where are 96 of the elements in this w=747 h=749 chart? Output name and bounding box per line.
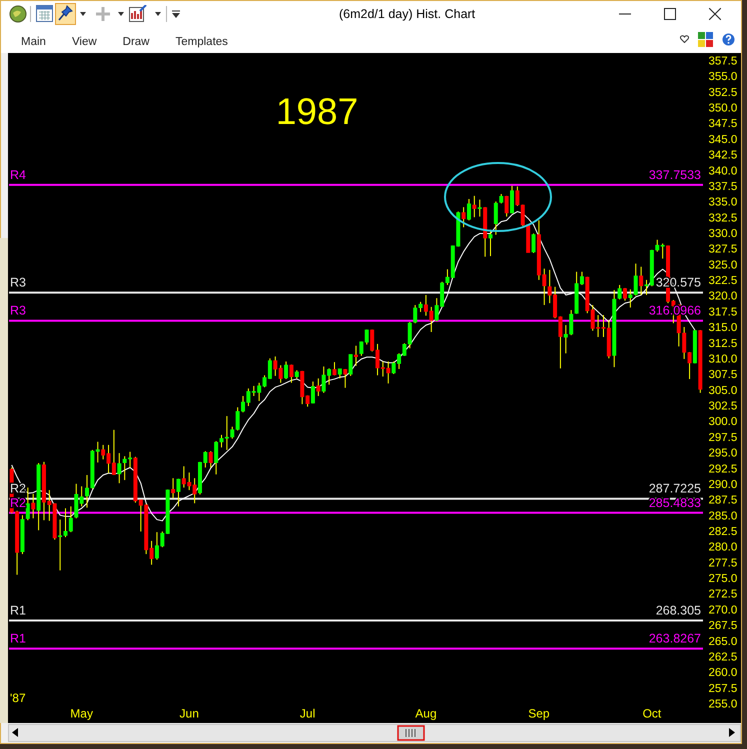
y-tick-label: 340.0 (708, 165, 738, 178)
y-tick-label: 305.0 (708, 384, 738, 397)
x-tick-label: Sep (528, 706, 550, 720)
ref-line-label: R1 (10, 604, 26, 618)
candlestick (354, 345, 358, 366)
candlestick (515, 186, 520, 206)
candlestick (117, 452, 122, 484)
y-tick-label: 307.5 (708, 369, 738, 382)
text: Templates (176, 36, 228, 48)
y-tick-label: 300.0 (708, 416, 738, 428)
candlestick (122, 456, 127, 481)
y-tick-label: 312.5 (708, 338, 738, 350)
annotation: 268.305 (656, 604, 702, 618)
y-tick-label: 280.0 (708, 542, 738, 554)
y-tick-label: 317.5 (708, 306, 738, 318)
ref-line-label: R4 (10, 168, 26, 182)
annotation: 287.7225 (648, 482, 702, 496)
y-tick-label: 320.0 (708, 290, 738, 303)
candlestick (639, 266, 644, 296)
candlestick (343, 368, 348, 388)
y-tick-label: 270.0 (708, 604, 738, 616)
candlestick (26, 487, 30, 521)
x-tick-label: May (70, 706, 93, 720)
annotation: 1987 (276, 91, 358, 132)
y-tick-label: 272.5 (708, 588, 738, 601)
candlestick (31, 493, 36, 519)
ref-line-label: R3 (10, 276, 26, 290)
y-tick-label: 277.5 (708, 557, 738, 570)
y-tick-label: 287.5 (708, 494, 738, 507)
candlestick (310, 381, 315, 404)
y-tick-label: 292.5 (708, 463, 738, 476)
candlestick (618, 284, 622, 300)
candlestick (289, 364, 294, 384)
candlestick (348, 354, 353, 376)
candlestick (504, 195, 509, 218)
y-tick-label: 265.0 (708, 636, 738, 648)
candlestick (176, 478, 180, 507)
y-tick-label: 345.0 (708, 134, 738, 146)
annotation: 337.7533 (648, 168, 702, 182)
text: Main (21, 36, 46, 48)
y-tick-label: 352.5 (708, 86, 738, 99)
ref-line-label: R1 (10, 632, 26, 646)
ref-line-label: R3 (10, 304, 26, 318)
candlestick (472, 195, 476, 218)
y-tick-label: 347.5 (708, 118, 738, 130)
candlestick (466, 198, 471, 221)
annotation: 263.8267 (648, 632, 702, 646)
y-tick-label: 297.5 (708, 432, 738, 444)
candlestick (128, 451, 132, 468)
y-tick-label: 357.5 (708, 56, 738, 68)
y-tick-label: 285.0 (708, 510, 738, 522)
y-tick-label: 302.5 (708, 400, 738, 413)
y-tick-label: 282.5 (708, 526, 738, 538)
y-tick-label: 322.5 (708, 275, 738, 288)
y-tick-label: 255.0 (708, 698, 738, 710)
y-tick-label: 260.0 (708, 667, 738, 680)
candlestick (499, 193, 504, 204)
y-tick-label: 325.0 (708, 259, 738, 272)
candlestick (462, 206, 466, 228)
y-tick-label: 330.0 (708, 228, 738, 240)
chart-title: (6m2d/1 day) Hist. Chart (339, 7, 476, 21)
candlestick (478, 199, 482, 218)
x-tick-label: Jun (180, 706, 199, 720)
candlestick (316, 378, 320, 396)
y-tick-label: 257.5 (708, 682, 738, 695)
annotation: '87 (10, 691, 26, 705)
y-tick-label: 275.0 (708, 573, 738, 586)
text: View (72, 36, 97, 48)
y-tick-label: 295.0 (708, 448, 738, 460)
candlestick (332, 362, 336, 376)
candlestick (532, 233, 536, 254)
y-tick-label: 335.0 (708, 196, 738, 209)
candlestick (488, 229, 492, 257)
y-tick-label: 332.5 (708, 212, 738, 224)
x-tick-label: Jul (300, 706, 316, 720)
candlestick (494, 201, 498, 236)
annotation: 285.4833 (648, 496, 702, 510)
y-tick-label: 355.0 (708, 71, 738, 84)
candlestick (208, 450, 213, 468)
y-tick-label: 290.0 (708, 478, 738, 491)
y-tick-label: 350.0 (708, 102, 738, 115)
candlestick (171, 478, 176, 499)
text: Draw (122, 36, 150, 48)
x-tick-label: Oct (642, 706, 662, 720)
y-tick-label: 262.5 (708, 651, 738, 664)
y-tick-label: 267.5 (708, 620, 738, 632)
y-tick-label: 310.0 (708, 353, 738, 366)
candlestick (622, 288, 627, 302)
y-tick-label: 342.5 (708, 150, 738, 162)
x-tick-label: Aug (415, 706, 437, 720)
candlestick (284, 360, 288, 380)
candlestick (510, 185, 514, 214)
candlestick (338, 368, 342, 379)
y-tick-label: 327.5 (708, 244, 738, 256)
y-tick-label: 315.0 (708, 322, 738, 334)
y-tick-label: 337.5 (708, 180, 738, 193)
